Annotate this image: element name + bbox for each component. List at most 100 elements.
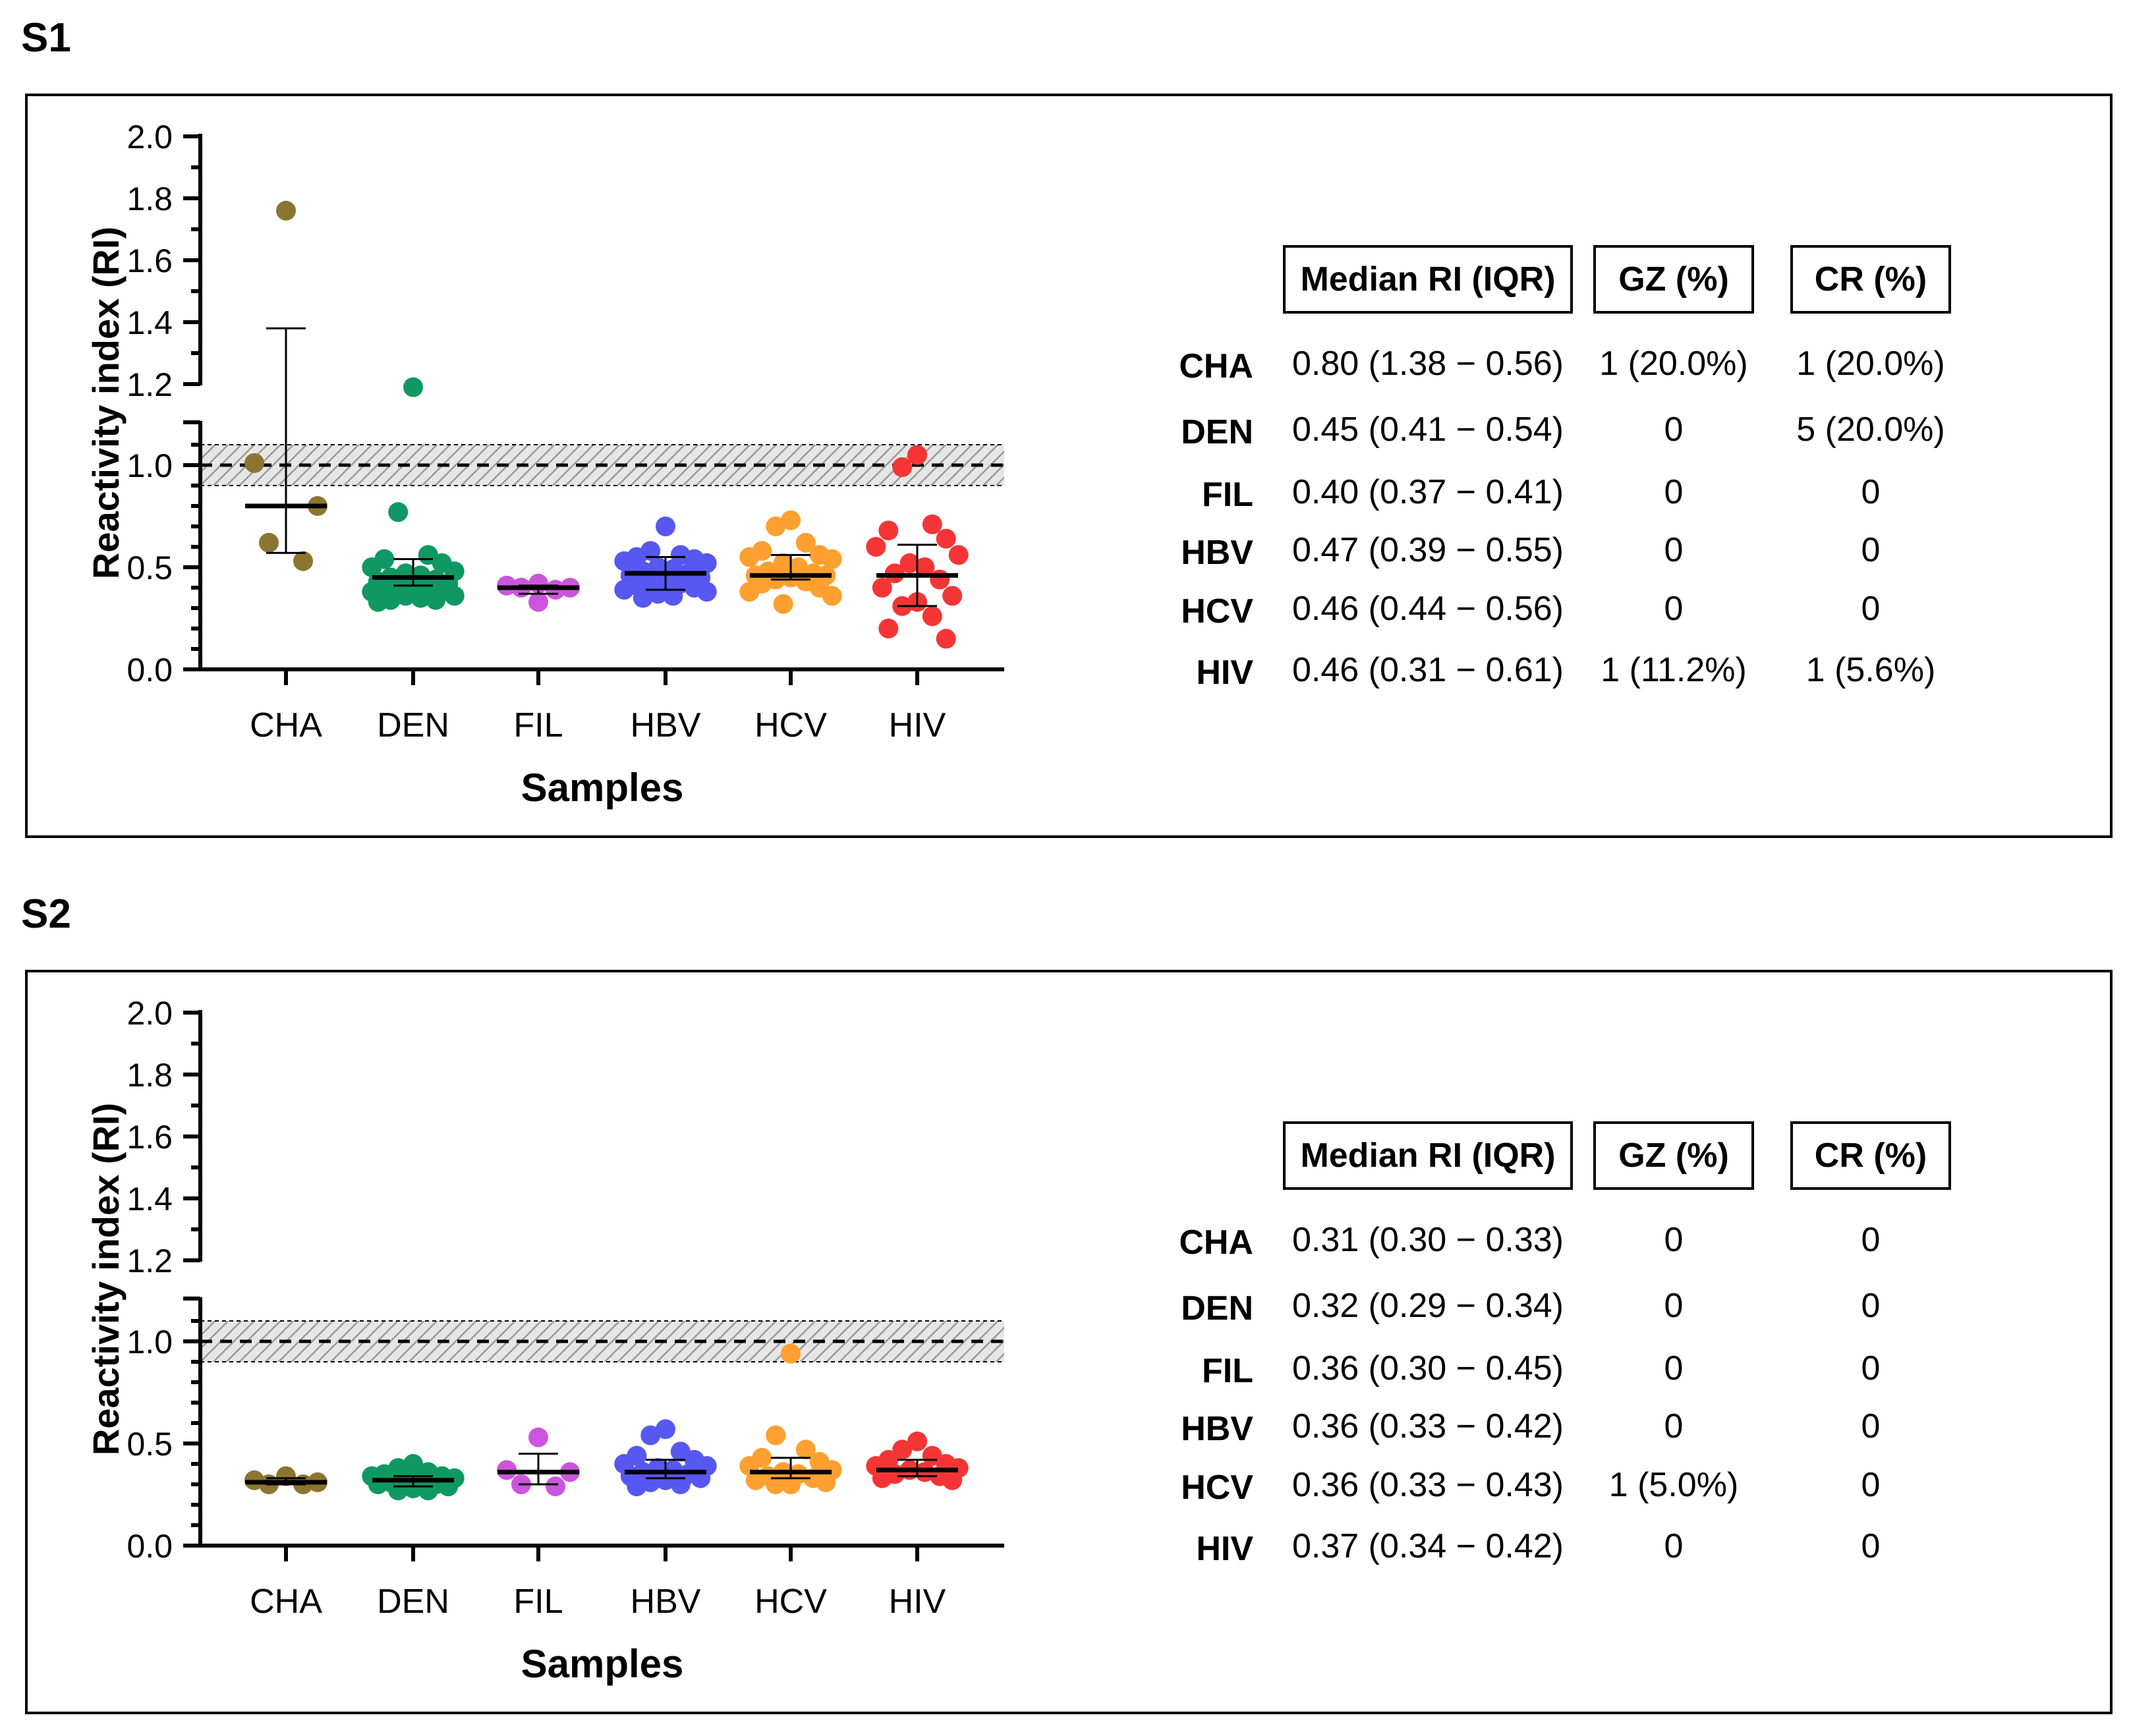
row-sample-label: HCV: [1181, 592, 1253, 630]
data-point-hcv: [739, 547, 760, 567]
data-point-hcv: [773, 594, 793, 614]
data-point-hiv: [892, 457, 913, 478]
data-point-hcv: [766, 1474, 786, 1494]
data-point-hcv: [766, 1425, 786, 1445]
stats-table-s1: Median RI (IQR) GZ (%) CR (%) CHA 0.80 (1.38…: [1148, 245, 2004, 805]
data-point-hbv: [670, 1474, 691, 1494]
data-point-fil: [546, 1476, 565, 1497]
data-point-hbv: [640, 1425, 661, 1445]
y-tick-label: 1.4: [127, 304, 173, 341]
x-tick-label: HBV: [631, 706, 701, 744]
row-sample-label: HIV: [1196, 654, 1253, 692]
gz-cell: 1 (20.0%): [1599, 345, 1748, 383]
cr-cell: 0: [1861, 590, 1881, 628]
data-point-den: [403, 1454, 423, 1474]
median-ri-cell: 0.31 (0.30 − 0.33): [1292, 1221, 1564, 1259]
data-point-hbv: [696, 582, 717, 602]
data-point-hiv: [936, 629, 956, 649]
row-sample-label: HIV: [1196, 1530, 1253, 1568]
data-point-hiv: [915, 557, 935, 577]
median-ri-cell: 0.36 (0.30 − 0.45): [1292, 1349, 1564, 1387]
data-point-hbv: [656, 1470, 675, 1490]
row-sample-label: FIL: [1202, 1352, 1253, 1390]
x-axis-label: Samples: [521, 1642, 684, 1686]
y-tick-label: 1.6: [127, 242, 173, 279]
scatter-plot-s2: 1.2 1.4 1.6 1.8 2.0 0.0 0.5 1.0 CHA DEN FIL HBV HCV H…: [85, 995, 1004, 1686]
data-point-hcv: [795, 1440, 816, 1460]
data-point-den: [388, 1480, 409, 1501]
data-point-hcv: [822, 549, 842, 569]
panel-label-s2: S2: [21, 891, 71, 937]
data-point-hbv: [663, 586, 683, 606]
y-tick-label: 0.0: [127, 1528, 173, 1565]
y-tick-label: 1.8: [127, 1057, 173, 1094]
table-header: CR (%): [1790, 1121, 1951, 1190]
y-tick-label: 0.5: [127, 1426, 173, 1463]
y-tick-label: 0.5: [127, 549, 173, 586]
x-tick-label: DEN: [377, 706, 449, 744]
y-tick-label: 2.0: [127, 995, 173, 1032]
data-point-hiv: [899, 553, 920, 573]
cr-cell: 0: [1861, 1407, 1881, 1445]
x-tick-label: DEN: [377, 1582, 449, 1621]
data-point-hcv: [739, 582, 760, 602]
cr-cell: 0: [1861, 1466, 1881, 1504]
data-point-den: [411, 588, 431, 608]
panel-frame-s1: 1.2 1.4 1.6 1.8 2.0 0.0 0.5 1.0 CHA DEN FIL HBV HCV H…: [25, 94, 2113, 838]
cr-cell: 0: [1861, 1287, 1881, 1325]
y-tick-label: 1.8: [127, 181, 173, 217]
x-tick-label: CHA: [250, 1582, 322, 1621]
data-point-fil: [528, 1427, 548, 1447]
data-point-hiv: [922, 514, 942, 534]
table-header: Median RI (IQR): [1283, 245, 1573, 314]
data-point-hcv: [822, 586, 842, 606]
median-ri-cell: 0.40 (0.37 − 0.41): [1292, 473, 1564, 511]
data-point-hiv: [872, 1468, 892, 1488]
y-tick-label: 1.2: [127, 366, 173, 403]
row-sample-label: FIL: [1202, 476, 1253, 514]
data-point-cha: [276, 200, 296, 221]
data-point-hcv: [745, 1470, 766, 1490]
data-point-hcv: [781, 1343, 801, 1364]
cr-cell: 0: [1861, 1527, 1881, 1565]
row-sample-label: CHA: [1179, 1223, 1253, 1262]
data-point-hcv: [795, 532, 816, 553]
median-ri-cell: 0.80 (1.38 − 0.56): [1292, 345, 1564, 383]
data-point-hiv: [907, 1431, 927, 1451]
y-tick-label: 1.4: [127, 1181, 173, 1218]
data-point-hbv: [627, 1476, 647, 1497]
data-point-hbv: [656, 517, 675, 536]
row-sample-label: HBV: [1181, 1410, 1253, 1448]
row-sample-label: HCV: [1181, 1469, 1253, 1507]
panel-frame-s2: 1.2 1.4 1.6 1.8 2.0 0.0 0.5 1.0 CHA DEN FIL HBV HCV H…: [25, 970, 2113, 1714]
x-axis-label: Samples: [521, 766, 684, 810]
data-point-hbv: [656, 1419, 675, 1440]
x-tick-label: CHA: [250, 706, 322, 744]
data-point-den: [368, 1474, 388, 1494]
data-point-hiv: [872, 578, 892, 598]
data-point-hiv: [942, 586, 963, 606]
data-point-den: [426, 590, 446, 610]
data-point-den: [418, 1480, 438, 1501]
data-point-den: [395, 586, 416, 606]
data-point-cha: [244, 453, 264, 473]
gz-cell: 0: [1664, 410, 1684, 449]
gz-cell: 0: [1664, 1221, 1684, 1259]
cr-cell: 0: [1861, 473, 1881, 511]
data-point-den: [403, 1478, 423, 1499]
gz-cell: 1 (5.0%): [1608, 1466, 1739, 1504]
data-point-hiv: [942, 1470, 963, 1490]
data-point-hbv: [614, 580, 635, 600]
median-ri-cell: 0.46 (0.44 − 0.56): [1292, 590, 1564, 628]
x-tick-label: HIV: [889, 1582, 946, 1621]
data-point-hcv: [766, 517, 786, 536]
data-point-hiv: [930, 569, 950, 590]
data-point-hiv: [907, 445, 927, 465]
data-point-hiv: [922, 606, 942, 627]
x-tick-label: FIL: [513, 1582, 563, 1621]
gz-cell: 0: [1664, 1287, 1684, 1325]
cr-cell: 0: [1861, 1349, 1881, 1387]
data-point-hiv: [936, 528, 956, 549]
x-tick-label: FIL: [513, 706, 563, 744]
data-point-den: [444, 586, 465, 606]
